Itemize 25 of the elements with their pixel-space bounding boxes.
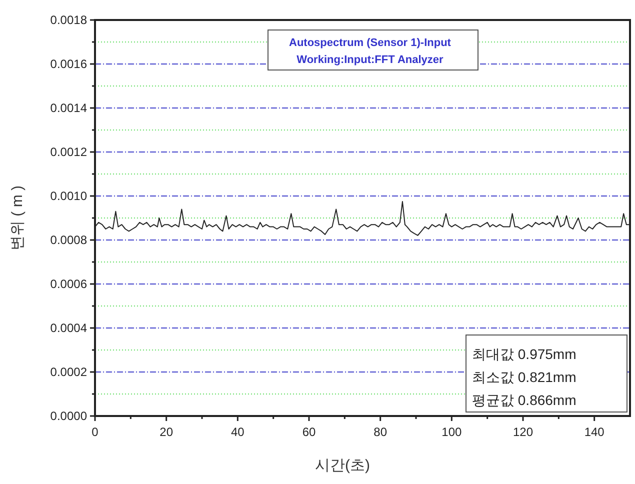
x-tick-label: 40 [230,425,245,439]
x-tick-label: 100 [442,425,462,439]
annotation: 최대값 0.975mm [472,346,576,362]
y-axis-title: 변위 ( m ) [9,186,26,250]
x-tick-label: 20 [160,425,174,439]
x-tick-label: 80 [374,425,388,439]
annotation: 평균값 0.866mm [472,392,576,408]
text: Autospectrum (Sensor 1)-Input [289,37,452,49]
y-tick-label: 0.0008 [50,233,88,247]
y-tick-label: 0.0000 [50,409,88,423]
x-tick-label: 140 [584,425,605,439]
y-tick-label: 0.0018 [50,13,88,27]
annotation: 최소값 0.821mm [472,369,576,385]
y-tick-label: 0.0002 [50,365,88,379]
y-tick-label: 0.0006 [50,277,88,291]
text: Working:Input:FFT Analyzer [296,54,444,66]
x-tick-label: 60 [302,425,316,439]
y-tick-label: 0.0014 [50,101,88,115]
y-tick-label: 0.0016 [50,57,88,71]
x-axis-title: 시간(초) [315,457,370,474]
x-tick-label: 0 [92,425,99,439]
x-tick-label: 120 [512,425,534,439]
y-tick-label: 0.0012 [50,145,88,159]
y-tick-label: 0.0010 [50,189,88,203]
y-tick-label: 0.0004 [50,321,88,335]
